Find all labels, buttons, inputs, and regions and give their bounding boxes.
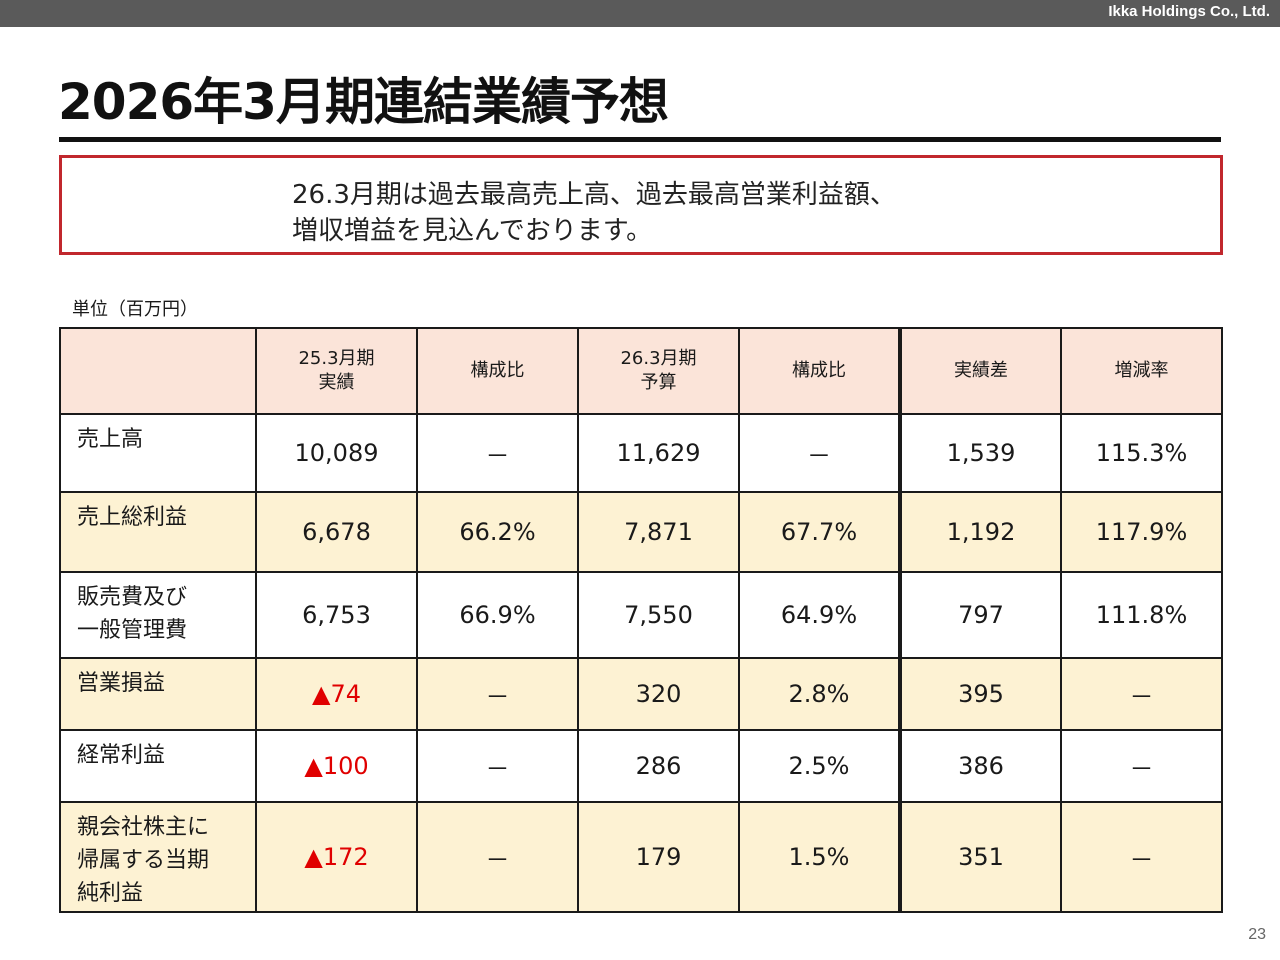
table-row: 売上高 10,089 － 11,629 － 1,539 115.3% — [59, 413, 1223, 493]
table-cell: 395 — [898, 657, 1062, 731]
table-cell: ▲100 — [255, 729, 418, 803]
table-cell: － — [416, 413, 579, 493]
table-cell: 66.9% — [416, 571, 579, 659]
row-label: 営業損益 — [59, 657, 257, 731]
table-header-row: 25.3月期 実績 構成比 26.3月期 予算 構成比 実績差 増減率 — [59, 327, 1223, 415]
row-label: 売上高 — [59, 413, 257, 493]
table-cell: 11,629 — [577, 413, 740, 493]
company-name: Ikka Holdings Co., Ltd. — [1108, 3, 1270, 20]
forecast-table: 25.3月期 実績 構成比 26.3月期 予算 構成比 実績差 増減率 売上高 10,089 － 1… — [59, 327, 1223, 913]
table-cell: 64.9% — [738, 571, 901, 659]
table-cell: 6,678 — [255, 491, 418, 573]
table-cell: － — [1060, 657, 1223, 731]
row-label: 親会社株主に 帰属する当期 純利益 — [59, 801, 257, 913]
table-cell: 286 — [577, 729, 740, 803]
table-cell: ▲74 — [255, 657, 418, 731]
table-row: 売上総利益 6,678 66.2% 7,871 67.7% 1,192 117.9% — [59, 491, 1223, 573]
table-header-cell: 実績差 — [898, 327, 1062, 415]
page-number: 23 — [1248, 926, 1266, 943]
table-cell: － — [1060, 801, 1223, 913]
table-cell: 7,550 — [577, 571, 740, 659]
table-cell: 7,871 — [577, 491, 740, 573]
table-header-cell: 26.3月期 予算 — [577, 327, 740, 415]
top-bar: Ikka Holdings Co., Ltd. — [0, 0, 1280, 27]
table-cell: 1,539 — [898, 413, 1062, 493]
table-cell: － — [416, 657, 579, 731]
table-cell: 179 — [577, 801, 740, 913]
table-cell: 1,192 — [898, 491, 1062, 573]
table-cell: 66.2% — [416, 491, 579, 573]
title-underline — [59, 137, 1221, 142]
table-header-cell: 増減率 — [1060, 327, 1223, 415]
table-cell: 320 — [577, 657, 740, 731]
table-cell: 1.5% — [738, 801, 901, 913]
unit-label: 単位（百万円） — [72, 299, 198, 320]
table-cell: 115.3% — [1060, 413, 1223, 493]
table-row: 販売費及び 一般管理費 6,753 66.9% 7,550 64.9% 797 111.8% — [59, 571, 1223, 659]
row-label: 販売費及び 一般管理費 — [59, 571, 257, 659]
row-label: 売上総利益 — [59, 491, 257, 573]
table-header-cell: 構成比 — [416, 327, 579, 415]
row-label: 経常利益 — [59, 729, 257, 803]
callout-line-1: 26.3月期は過去最高売上高、過去最高営業利益額、 — [292, 180, 896, 210]
table-cell: 67.7% — [738, 491, 901, 573]
table-cell: ▲172 — [255, 801, 418, 913]
table-row: 営業損益 ▲74 － 320 2.8% 395 － — [59, 657, 1223, 731]
table-cell: 10,089 — [255, 413, 418, 493]
callout-line-2: 増収増益を見込んでおります。 — [292, 216, 653, 246]
table-cell: － — [1060, 729, 1223, 803]
table-cell: 2.8% — [738, 657, 901, 731]
table-cell: － — [416, 729, 579, 803]
summary-callout: 26.3月期は過去最高売上高、過去最高営業利益額、 増収増益を見込んでおります。 — [59, 155, 1223, 255]
table-cell: － — [738, 413, 901, 493]
page-title: 2026年3月期連結業績予想 — [58, 73, 669, 131]
table-header-cell — [59, 327, 257, 415]
table-cell: 351 — [898, 801, 1062, 913]
table-header-cell: 構成比 — [738, 327, 901, 415]
table-header-cell: 25.3月期 実績 — [255, 327, 418, 415]
table-cell: － — [416, 801, 579, 913]
table-row: 親会社株主に 帰属する当期 純利益 ▲172 － 179 1.5% 351 － — [59, 801, 1223, 913]
table-cell: 111.8% — [1060, 571, 1223, 659]
table-body: 売上高 10,089 － 11,629 － 1,539 115.3% 売上総利益 6,678 66… — [59, 413, 1223, 913]
table-cell: 386 — [898, 729, 1062, 803]
table-cell: 797 — [898, 571, 1062, 659]
table-row: 経常利益 ▲100 － 286 2.5% 386 － — [59, 729, 1223, 803]
table-cell: 6,753 — [255, 571, 418, 659]
table-cell: 2.5% — [738, 729, 901, 803]
table-cell: 117.9% — [1060, 491, 1223, 573]
